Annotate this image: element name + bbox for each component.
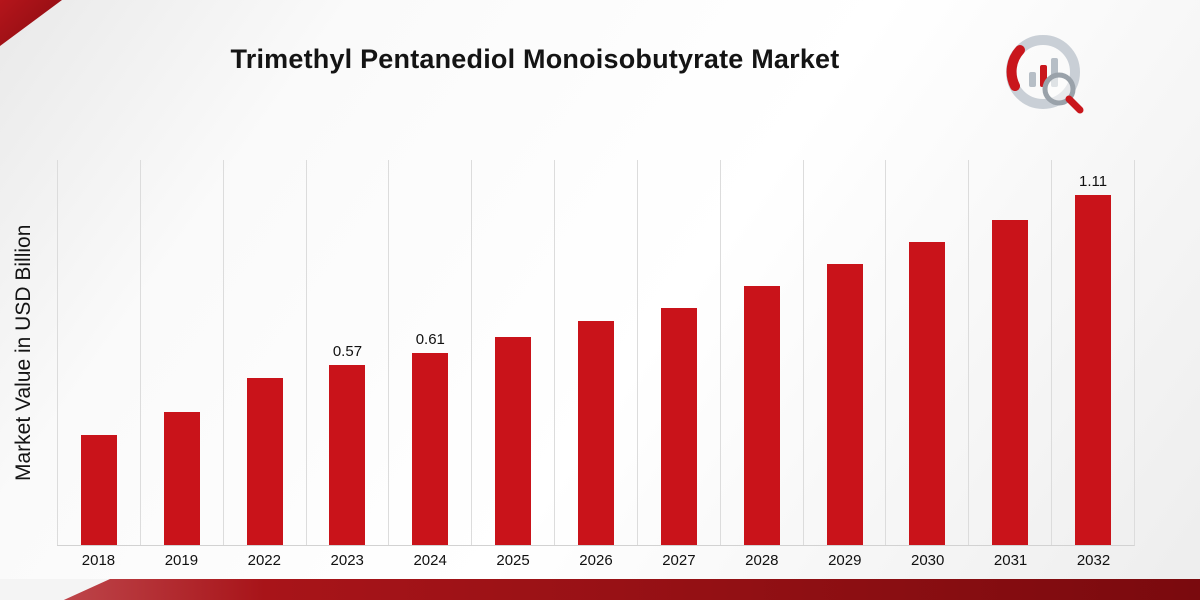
bar-value-label-2032: 1.11: [1079, 172, 1108, 190]
chart-column-2024: 0.61: [388, 160, 471, 545]
chart-column-2025: [471, 160, 554, 545]
x-tick-2030: 2030: [910, 552, 945, 569]
top-left-corner-accent: [0, 0, 62, 46]
chart-column-2028: [719, 160, 803, 545]
chart-column-2032: 1.11: [1051, 160, 1134, 545]
logo-red-arc: [1006, 45, 1025, 91]
x-tick-2029: 2029: [828, 552, 862, 569]
chart-column-2027: [636, 160, 720, 545]
bar-2022: [246, 377, 283, 545]
chart-column-2031: [968, 160, 1051, 545]
chart-column-2023: 0.57: [305, 160, 389, 545]
logo-bar-chart-icon: [1029, 72, 1036, 87]
bar-2027: [660, 308, 697, 545]
chart-column-2018: [57, 160, 140, 545]
x-tick-2019: 2019: [164, 552, 199, 569]
chart-column-2030: [885, 160, 968, 545]
bar-2029: [826, 264, 863, 545]
x-tick-2026: 2026: [579, 552, 613, 569]
bar-2030: [909, 242, 946, 545]
bottom-accent-bar: [0, 579, 1200, 600]
bar-2018: [80, 434, 117, 545]
x-tick-2023: 2023: [330, 552, 364, 569]
x-tick-2025: 2025: [496, 552, 530, 569]
brand-logo: [998, 28, 1090, 120]
chart-title: Trimethyl Pentanediol Monoisobutyrate Ma…: [230, 44, 840, 74]
bar-2026: [577, 320, 614, 545]
x-tick-2018: 2018: [81, 552, 116, 569]
x-tick-2024: 2024: [413, 552, 447, 569]
x-tick-2022: 2022: [247, 552, 281, 569]
bar-value-label-2023: 0.57: [332, 343, 363, 361]
bar-2025: [495, 336, 532, 545]
plot-area: 0.57 0.61 1.11: [57, 160, 1135, 546]
bar-2024: [412, 352, 449, 545]
chart-column-2029: [802, 160, 886, 545]
bar-2032: [1075, 194, 1112, 545]
chart-column-2026: [554, 160, 637, 545]
bar-2028: [743, 286, 780, 545]
bar-2023: [329, 365, 366, 545]
x-tick-2031: 2031: [993, 552, 1028, 569]
bar-2031: [992, 219, 1029, 545]
brand-logo-icon: [1006, 35, 1084, 114]
x-tick-2027: 2027: [662, 552, 696, 569]
magnifier-icon: [1042, 72, 1076, 106]
chart-column-2022: [222, 160, 306, 545]
y-axis-label: Market Value in USD Billion: [12, 224, 35, 481]
chart-column-2019: [139, 160, 223, 545]
x-tick-2028: 2028: [745, 552, 779, 569]
x-axis: 2018 2019 2022 2023 2024 2025 2026 2027 2028 2029…: [57, 552, 1135, 569]
bar-2019: [163, 412, 200, 545]
bar-value-label-2024: 0.61: [415, 330, 445, 348]
x-tick-2032: 2032: [1076, 552, 1111, 569]
